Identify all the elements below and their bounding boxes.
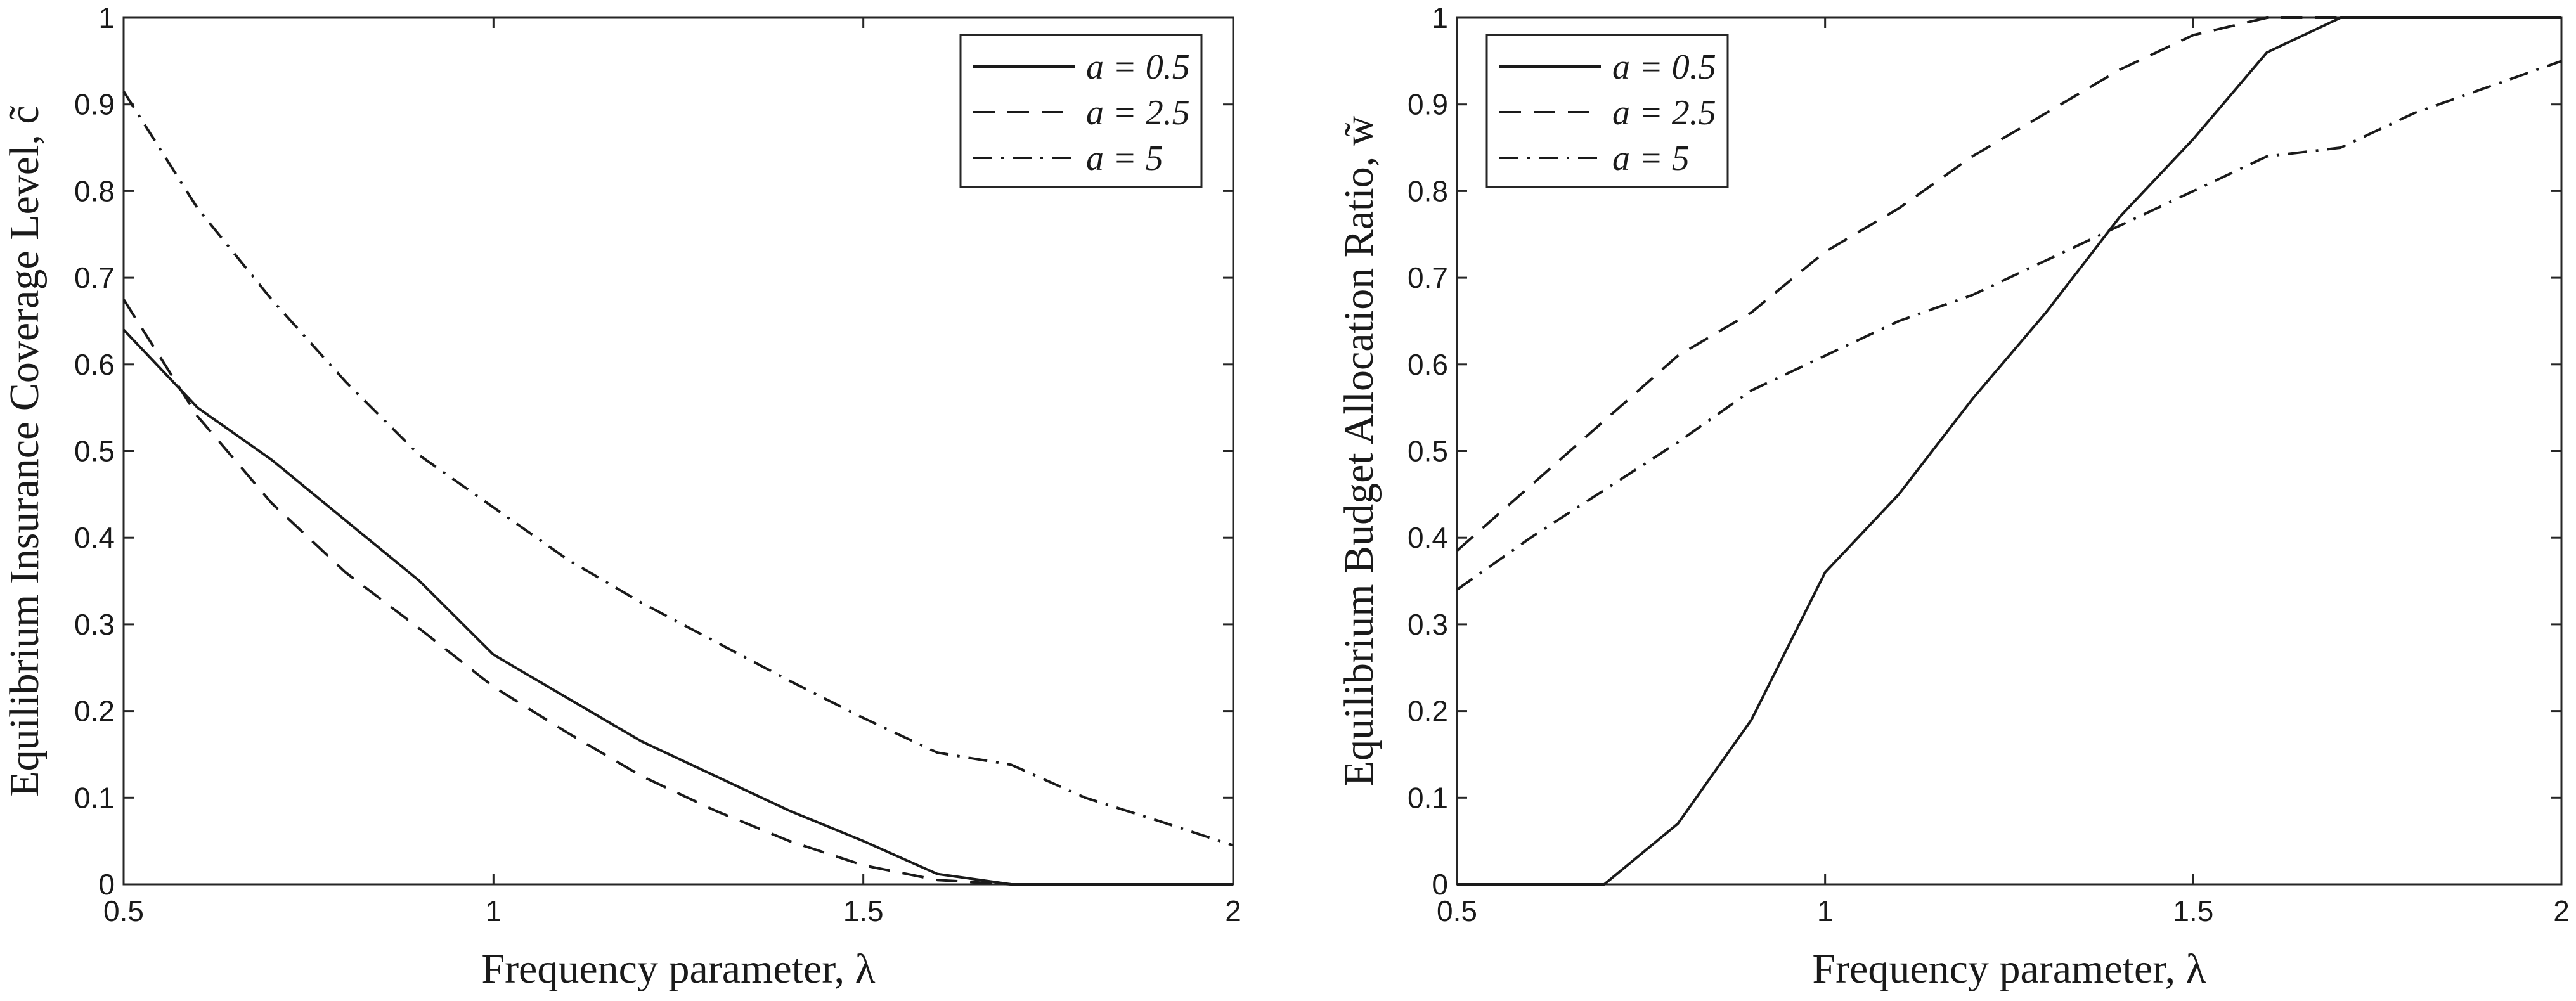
y-tick-label: 0.1 [1408,781,1448,814]
legend-entry-label: a = 2.5 [1086,93,1190,132]
series-line-dashed [1456,16,2561,552]
x-tick-label: 1.5 [843,894,884,927]
left-chart-coverage-level: 0 0.1 0.2 0.3 0.4 0.5 0.6 0.7 0.8 0.9 1 0.5 1 1.5 2 Fre… [1,1,1241,992]
y-axis-label: Equilibrium Budget Allocation Ratio, w̃ [1336,115,1382,786]
series-line-solid [1457,16,2561,886]
y-tick-label: 0 [1432,868,1448,901]
y-tick-label: 0 [98,868,115,901]
x-axis-label: Frequency parameter, λ [1812,946,2206,992]
y-tick-label: 0.4 [1408,521,1448,554]
y-tick-label: 0.9 [74,88,115,121]
series-line-dashed [122,299,1233,886]
y-tick-label: 0.1 [74,781,115,814]
x-tick-label: 2 [2553,894,2570,927]
series-line-dashdot [1456,60,2562,591]
series-line-dashdot [122,91,1234,847]
x-tick-label: 1.5 [2173,894,2213,927]
legend-entry-label: a = 5 [1612,139,1690,178]
y-tick-label: 1 [98,1,115,34]
x-tick-label: 1 [486,894,502,927]
y-tick-label: 1 [1432,1,1448,34]
y-tick-label: 0.3 [74,608,115,641]
y-tick-label: 0.6 [1408,348,1448,381]
y-tick-label: 0.3 [1408,608,1448,641]
y-tick-label: 0.8 [1408,174,1448,207]
right-chart-budget-allocation: 0 0.1 0.2 0.3 0.4 0.5 0.6 0.7 0.8 0.9 1 0.5 1 1.5 2 Fre… [1336,1,2570,992]
y-tick-label: 0.2 [74,695,115,728]
x-tick-label: 0.5 [1437,894,1477,927]
y-tick-label: 0.8 [74,174,115,207]
y-tick-label: 0.7 [1408,261,1448,294]
y-tick-label: 0.7 [74,261,115,294]
y-tick-label: 0.2 [1408,695,1448,728]
y-axis-label: Equilibrium Insurance Coverage Level, c̃ [1,105,48,796]
x-tick-label: 1 [1817,894,1834,927]
legend-entry-label: a = 0.5 [1086,48,1190,87]
legend-entry-label: a = 0.5 [1612,48,1716,87]
x-axis-label: Frequency parameter, λ [481,946,875,992]
legend-box [959,34,1203,188]
y-tick-label: 0.6 [74,348,115,381]
legend-box [1485,34,1729,188]
y-tick-label: 0.4 [74,521,115,554]
x-tick-label: 2 [1225,894,1241,927]
y-tick-label: 0.5 [74,435,115,468]
y-tick-label: 0.9 [1408,88,1448,121]
legend-entry-label: a = 5 [1086,139,1163,178]
x-tick-label: 0.5 [103,894,144,927]
legend-entry-label: a = 2.5 [1612,93,1716,132]
y-tick-label: 0.5 [1408,435,1448,468]
